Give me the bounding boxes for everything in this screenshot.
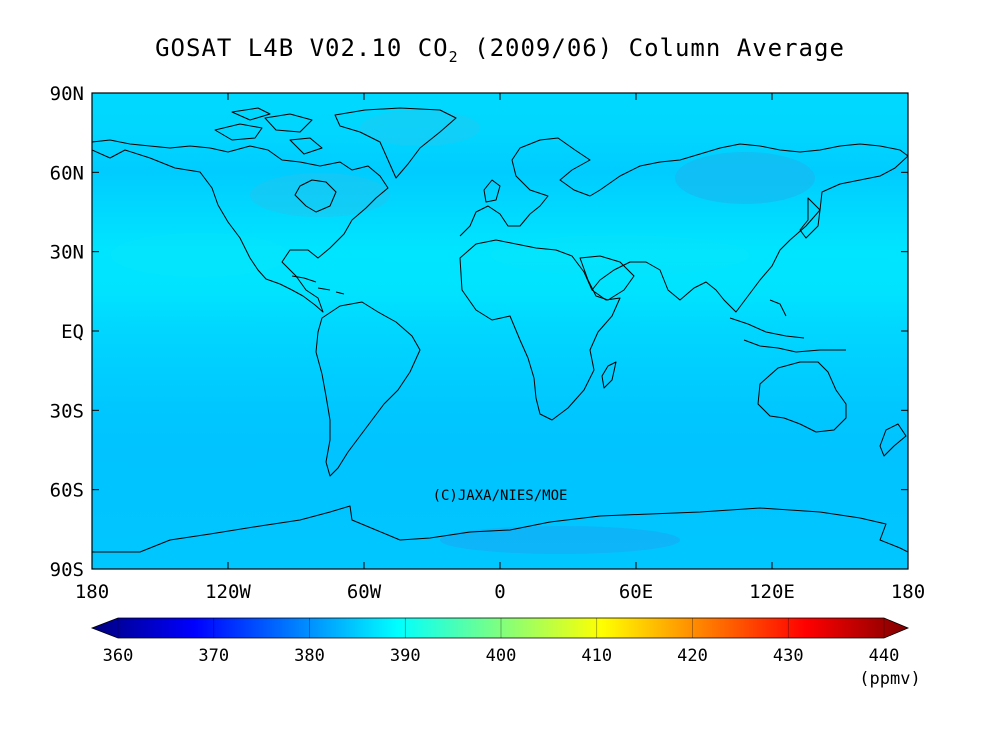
arabia-coastline bbox=[579, 255, 635, 301]
colorbar-tick-label: 430 bbox=[773, 646, 804, 666]
asia-high-band bbox=[490, 235, 750, 275]
colorbar-tick-label: 440 bbox=[869, 646, 900, 666]
pacific-high-band bbox=[110, 233, 290, 277]
colorbar-ticks: 360 370 380 390 400 410 420 430 440 bbox=[103, 618, 900, 666]
africa-coastline bbox=[459, 239, 621, 421]
colorbar: 360 370 380 390 400 410 420 430 440 (ppmv) bbox=[90, 617, 921, 689]
new-zealand-coastline bbox=[879, 423, 907, 457]
south-america-coastline bbox=[315, 301, 421, 477]
maritime-continent-coastline bbox=[729, 299, 846, 353]
greenland-anomaly bbox=[360, 110, 480, 146]
lon-tick-label: 180 bbox=[75, 581, 109, 603]
north-america-low-anomaly bbox=[250, 173, 390, 217]
colorbar-tick-label: 390 bbox=[390, 646, 421, 666]
greenland-coastline bbox=[334, 107, 457, 179]
asia-coastline bbox=[591, 143, 908, 313]
madagascar-coastline bbox=[601, 361, 617, 389]
japan-coastline bbox=[799, 197, 821, 239]
europe-coastline bbox=[459, 137, 601, 237]
lon-tick-label: 60E bbox=[619, 581, 653, 603]
lat-tick-label: EQ bbox=[61, 321, 84, 343]
chart-title-subscript: 2 bbox=[449, 48, 459, 66]
chart-title: GOSAT L4B V02.10 CO2 (2009/06) Column Av… bbox=[155, 34, 845, 66]
antarctica-coastline bbox=[92, 505, 908, 553]
arctic-islands-coastline bbox=[214, 107, 323, 155]
coastlines bbox=[92, 107, 908, 553]
antarctic-band bbox=[440, 526, 680, 554]
lat-tick-label: 30N bbox=[50, 242, 84, 264]
colorbar-bar bbox=[90, 617, 910, 639]
lat-tick-label: 90N bbox=[50, 83, 84, 105]
colorbar-units: (ppmv) bbox=[859, 669, 920, 689]
lon-tick-label: 180 bbox=[891, 581, 925, 603]
lon-tick-label: 0 bbox=[494, 581, 505, 603]
chart-title-suffix: (2009/06) Column Average bbox=[459, 34, 845, 62]
colorbar-tick-label: 410 bbox=[581, 646, 612, 666]
map-area bbox=[92, 93, 908, 569]
hudson-bay-coastline bbox=[294, 179, 337, 213]
colorbar-tick-label: 400 bbox=[486, 646, 517, 666]
colorbar-tick-label: 360 bbox=[103, 646, 134, 666]
caribbean-coastline bbox=[291, 275, 345, 295]
colorbar-tick-label: 380 bbox=[294, 646, 325, 666]
lon-tick-label: 120W bbox=[205, 581, 251, 603]
lat-tick-label: 90S bbox=[50, 559, 84, 581]
chart-title-prefix: GOSAT L4B V02.10 CO bbox=[155, 34, 449, 62]
siberia-low-anomaly bbox=[675, 152, 815, 204]
lon-tick-label: 120E bbox=[749, 581, 795, 603]
uk-coastline bbox=[483, 179, 501, 203]
colorbar-tick-label: 370 bbox=[198, 646, 229, 666]
lat-tick-label: 60S bbox=[50, 480, 84, 502]
longitude-axis: 180 120W 60W 0 60E 120E 180 bbox=[75, 93, 925, 603]
australia-coastline bbox=[757, 361, 847, 433]
lat-tick-label: 30S bbox=[50, 400, 84, 422]
north-america-coastline bbox=[92, 139, 389, 313]
lat-tick-label: 60N bbox=[50, 162, 84, 184]
latitude-axis: 90N 60N 30N EQ 30S 60S 90S bbox=[50, 83, 908, 581]
colorbar-tick-label: 420 bbox=[677, 646, 708, 666]
copyright-notice: (C)JAXA/NIES/MOE bbox=[433, 488, 568, 504]
lon-tick-label: 60W bbox=[347, 581, 382, 603]
